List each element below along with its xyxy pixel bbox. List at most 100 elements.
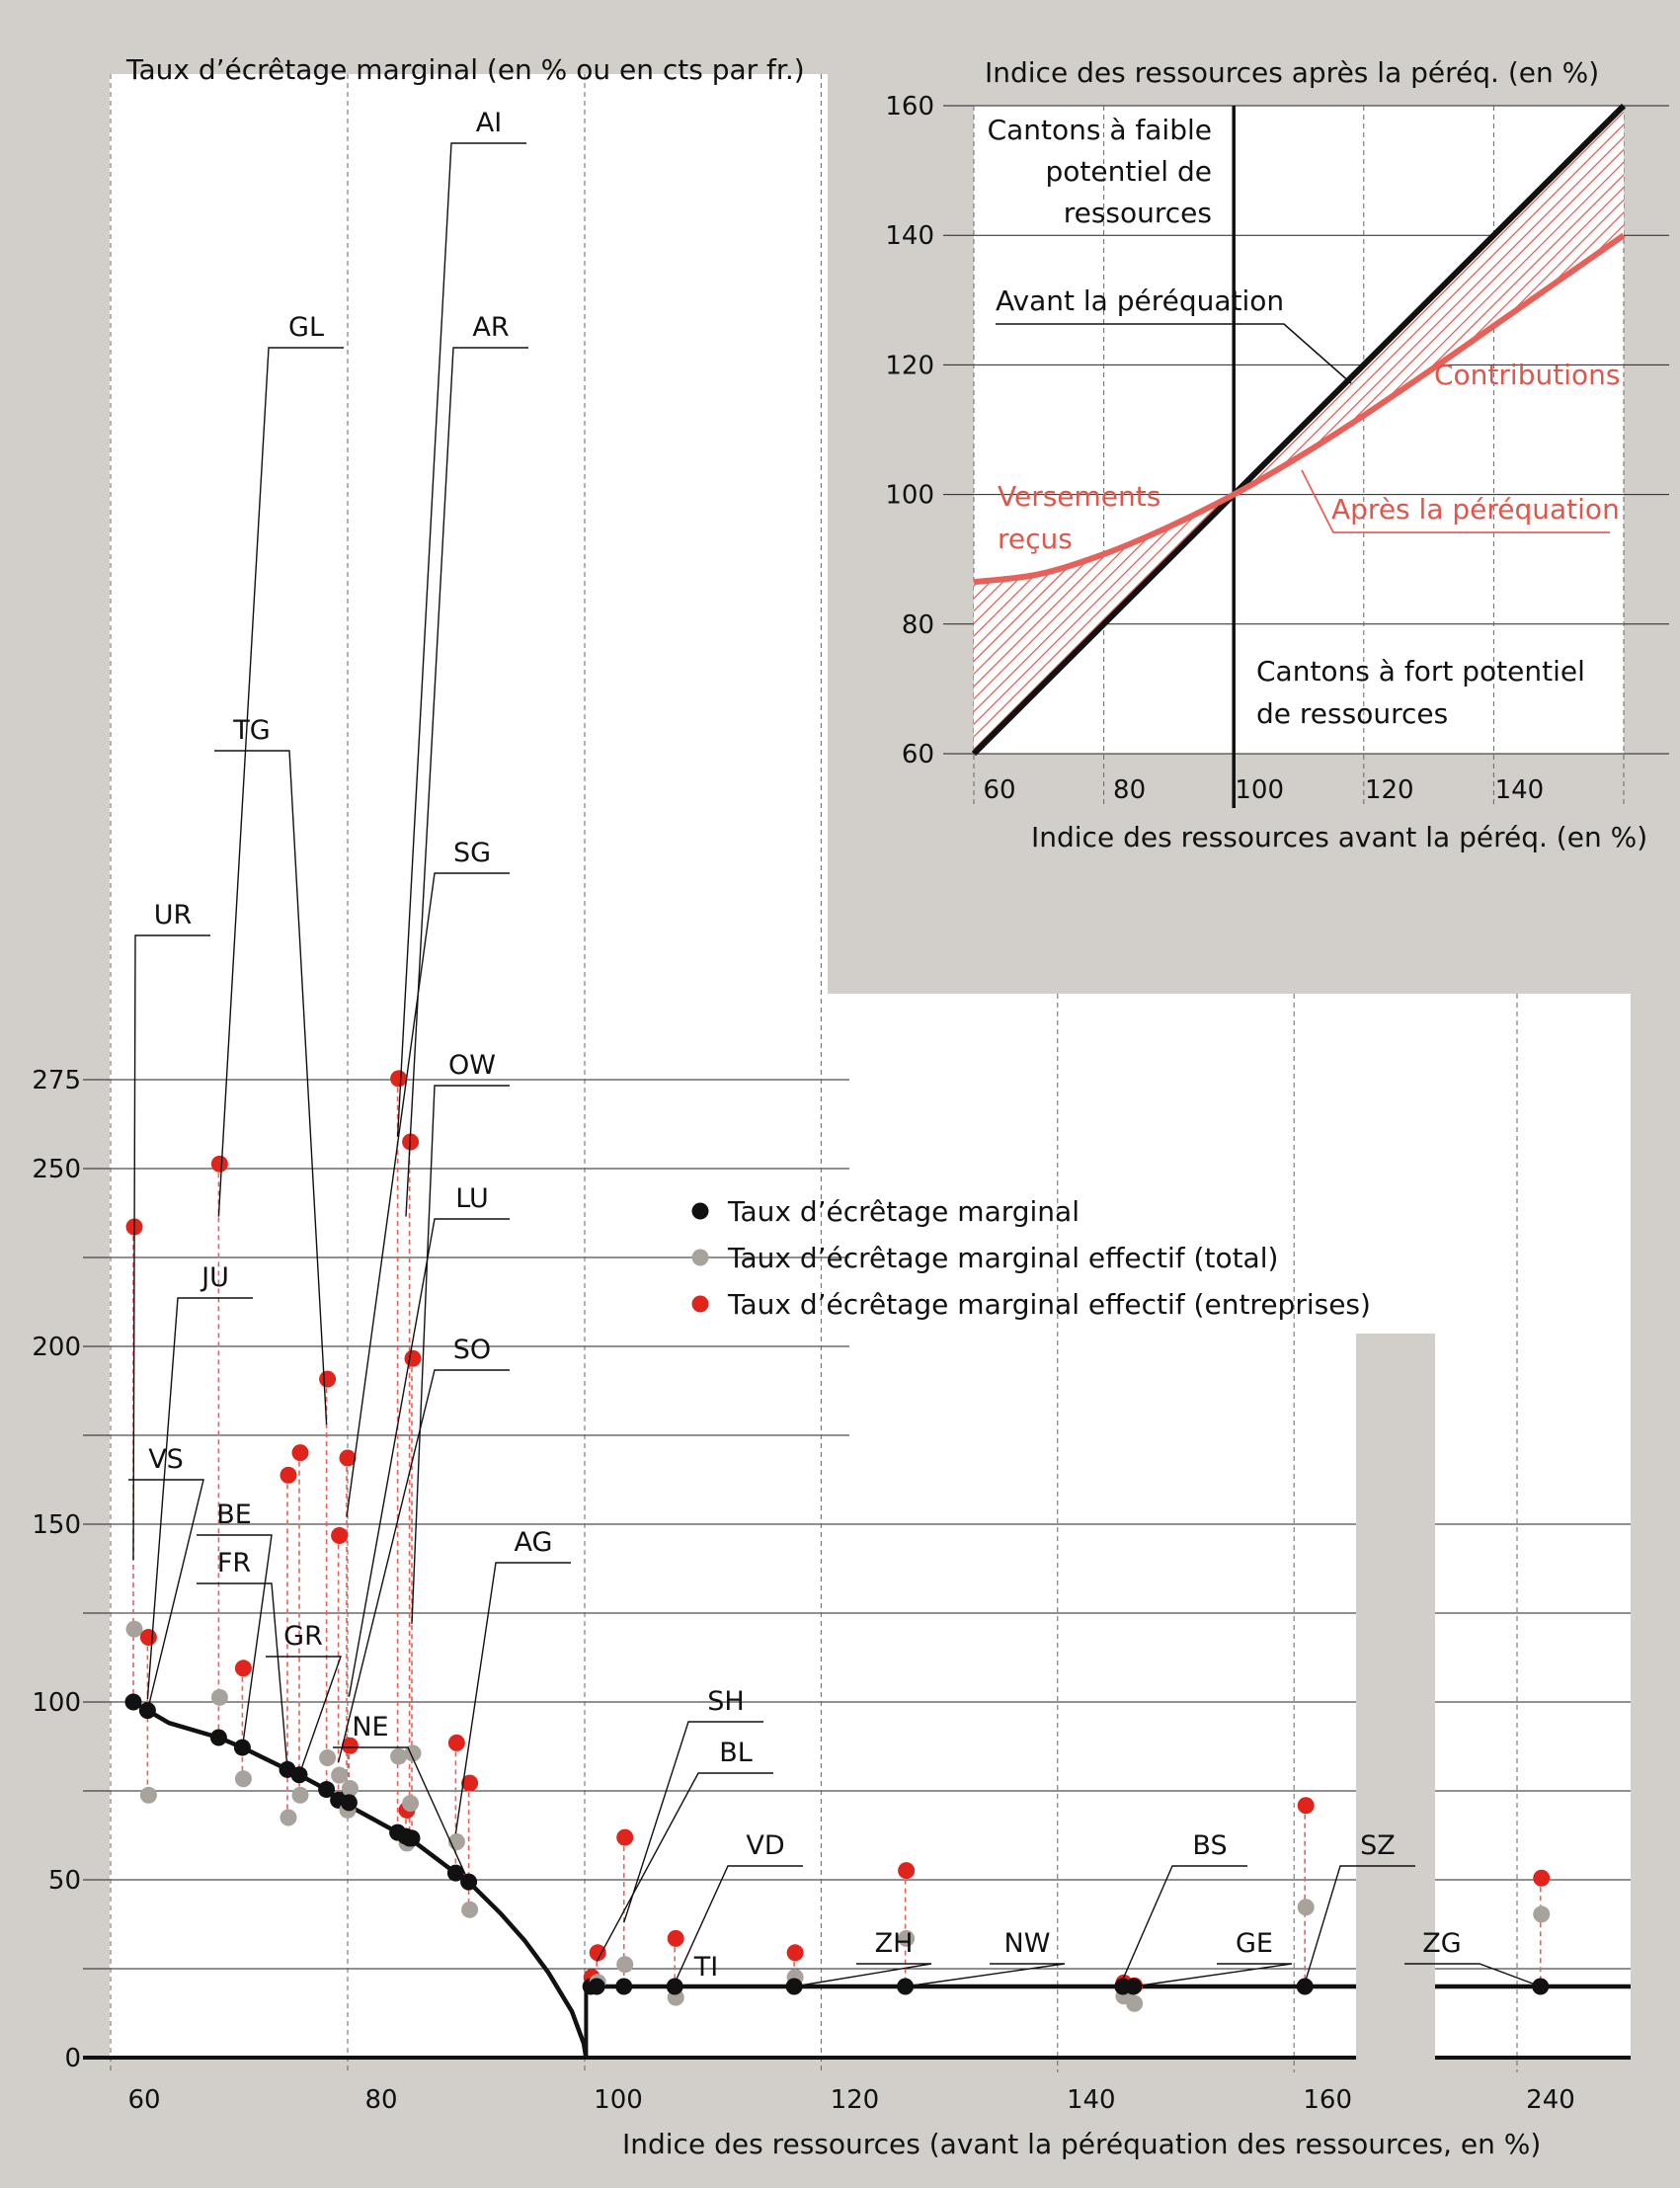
point-total-gr <box>291 1786 309 1804</box>
canton-leader-sz <box>1304 1865 1415 1984</box>
point-total-ge <box>1126 1994 1144 2012</box>
main-y-tick-label: 100 <box>32 1688 81 1718</box>
point-business-ju <box>210 1155 228 1173</box>
low-potential-line-2: potentiel de <box>1045 155 1212 188</box>
canton-label-ow: OW <box>448 1050 496 1081</box>
main-x-tick-label: 80 <box>364 2085 397 2115</box>
inset-x-axis-label: Indice des ressources avant la péréq. (e… <box>1031 821 1647 853</box>
point-business-fr <box>280 1466 297 1484</box>
canton-leader-lu <box>348 1218 510 1697</box>
canton-label-ar: AR <box>472 312 509 343</box>
main-plot-area <box>110 74 828 1072</box>
inset-x-tick-labels: 60 80 100 120 140 <box>983 775 1544 805</box>
canton-leader-ow <box>411 1085 510 1624</box>
legend-marker-marginal <box>691 1202 709 1220</box>
canton-label-vd: VD <box>746 1830 784 1861</box>
point-marginal-tg <box>318 1781 336 1799</box>
canton-label-ur: UR <box>154 900 193 931</box>
main-y-tick-label: 150 <box>32 1510 81 1540</box>
canton-label-gr: GR <box>283 1621 323 1652</box>
main-x-tick-label: 160 <box>1303 2085 1352 2115</box>
inset-title: Indice des ressources après la péréq. (e… <box>985 56 1599 89</box>
point-total-be <box>234 1770 252 1788</box>
point-business-lu <box>341 1737 359 1754</box>
canton-leader-ai <box>396 142 526 1137</box>
inset-x-tick-label: 80 <box>1113 775 1146 805</box>
canton-leader-ar <box>405 347 528 1217</box>
legend-label-effective-total: Taux d’écrêtage marginal effectif (total… <box>727 1242 1278 1274</box>
point-total-ne <box>461 1901 479 1918</box>
inset-chart: 60 80 100 120 140 160 60 80 100 120 140 Indice de… <box>872 38 1680 934</box>
canton-labels: URVSJUBEFRGRTGSOSGLUAIARGLOWAGNETIVDSHBL… <box>128 108 1541 1988</box>
canton-label-sg: SG <box>453 838 491 868</box>
main-grid <box>83 74 1631 2072</box>
canton-label-sh: SH <box>707 1686 744 1717</box>
received-label-line-1: Versements <box>998 480 1160 513</box>
axis-break-gap <box>1356 1334 1435 2072</box>
point-total-gl <box>402 1795 420 1813</box>
point-total-ai <box>390 1747 408 1765</box>
canton-label-zg: ZG <box>1422 1928 1461 1959</box>
canton-label-ju: JU <box>200 1262 229 1293</box>
after-leader-line <box>1301 469 1610 533</box>
legend-item-marginal: Taux d’écrêtage marginal <box>691 1195 1080 1228</box>
point-total-ur <box>125 1620 143 1638</box>
point-business-ag <box>447 1734 465 1751</box>
canton-leader-gr <box>266 1656 342 1776</box>
canton-label-ne: NE <box>352 1712 388 1742</box>
low-potential-line-1: Cantons à faible <box>988 114 1212 146</box>
main-x-tick-labels: 60 80 100 120 140 160 240 <box>127 2085 1574 2115</box>
low-potential-line-3: ressources <box>1064 197 1212 229</box>
main-chart: 0 50 100 150 200 250 275 60 80 100 120 140 160 240 T… <box>32 53 1631 2160</box>
point-marginal-ur <box>124 1693 142 1711</box>
main-x-tick-label: 140 <box>1067 2085 1116 2115</box>
inset-y-tick-label: 100 <box>885 481 934 511</box>
main-chart-title: Taux d’écrêtage marginal (en % ou en cts… <box>125 53 805 86</box>
point-business-ai <box>390 1070 408 1088</box>
canton-leader-be <box>197 1534 273 1748</box>
high-potential-line-2: de ressources <box>1256 697 1448 730</box>
point-total-sz <box>1297 1899 1315 1916</box>
point-total-nw <box>898 1929 916 1947</box>
point-business-be <box>234 1660 252 1677</box>
point-total-fr <box>280 1809 297 1826</box>
point-business-sz <box>1297 1797 1315 1815</box>
canton-label-tg: TG <box>232 715 270 746</box>
point-total-lu <box>341 1779 359 1797</box>
canton-leader-vd <box>674 1865 803 1984</box>
canton-leader-so <box>337 1369 510 1763</box>
point-business-sg <box>339 1449 357 1467</box>
point-marginal-lu <box>340 1794 358 1812</box>
point-business-vs <box>139 1628 157 1646</box>
before-equalization-line <box>971 103 1627 757</box>
main-y-tick-label: 250 <box>32 1155 81 1184</box>
main-y-tick-label: 0 <box>64 2044 81 2073</box>
inset-y-tick-label: 160 <box>885 92 934 122</box>
point-business-zh <box>786 1944 804 1962</box>
canton-leader-bl <box>596 1772 773 1963</box>
canton-label-sz: SZ <box>1360 1830 1396 1861</box>
canton-label-bs: BS <box>1192 1830 1227 1861</box>
point-total-vs <box>139 1786 157 1804</box>
main-y-tick-label: 275 <box>32 1066 81 1095</box>
inset-x-tick-label: 60 <box>983 775 1015 805</box>
canton-leader-sh <box>623 1721 763 1923</box>
main-x-tick-label: 100 <box>594 2085 643 2115</box>
point-marginal-ag <box>446 1864 464 1882</box>
before-label: Avant la péréquation <box>996 284 1284 317</box>
point-business-ne <box>461 1774 479 1792</box>
inset-y-tick-label: 120 <box>885 351 934 380</box>
inset-x-tick-label: 120 <box>1365 775 1414 805</box>
canton-leader-zh <box>793 1963 932 1987</box>
canton-label-bl: BL <box>719 1738 753 1768</box>
contributions-label: Contributions <box>1434 359 1620 391</box>
canton-leader-ur <box>132 934 210 1561</box>
canton-label-ge: GE <box>1236 1928 1273 1959</box>
canton-leader-sg <box>346 872 510 1517</box>
main-x-tick-label: 60 <box>127 2085 160 2115</box>
before-leader-line <box>996 323 1352 384</box>
point-total-ju <box>210 1688 228 1706</box>
canton-label-ag: AG <box>515 1527 553 1558</box>
inset-x-tick-label: 140 <box>1495 775 1545 805</box>
